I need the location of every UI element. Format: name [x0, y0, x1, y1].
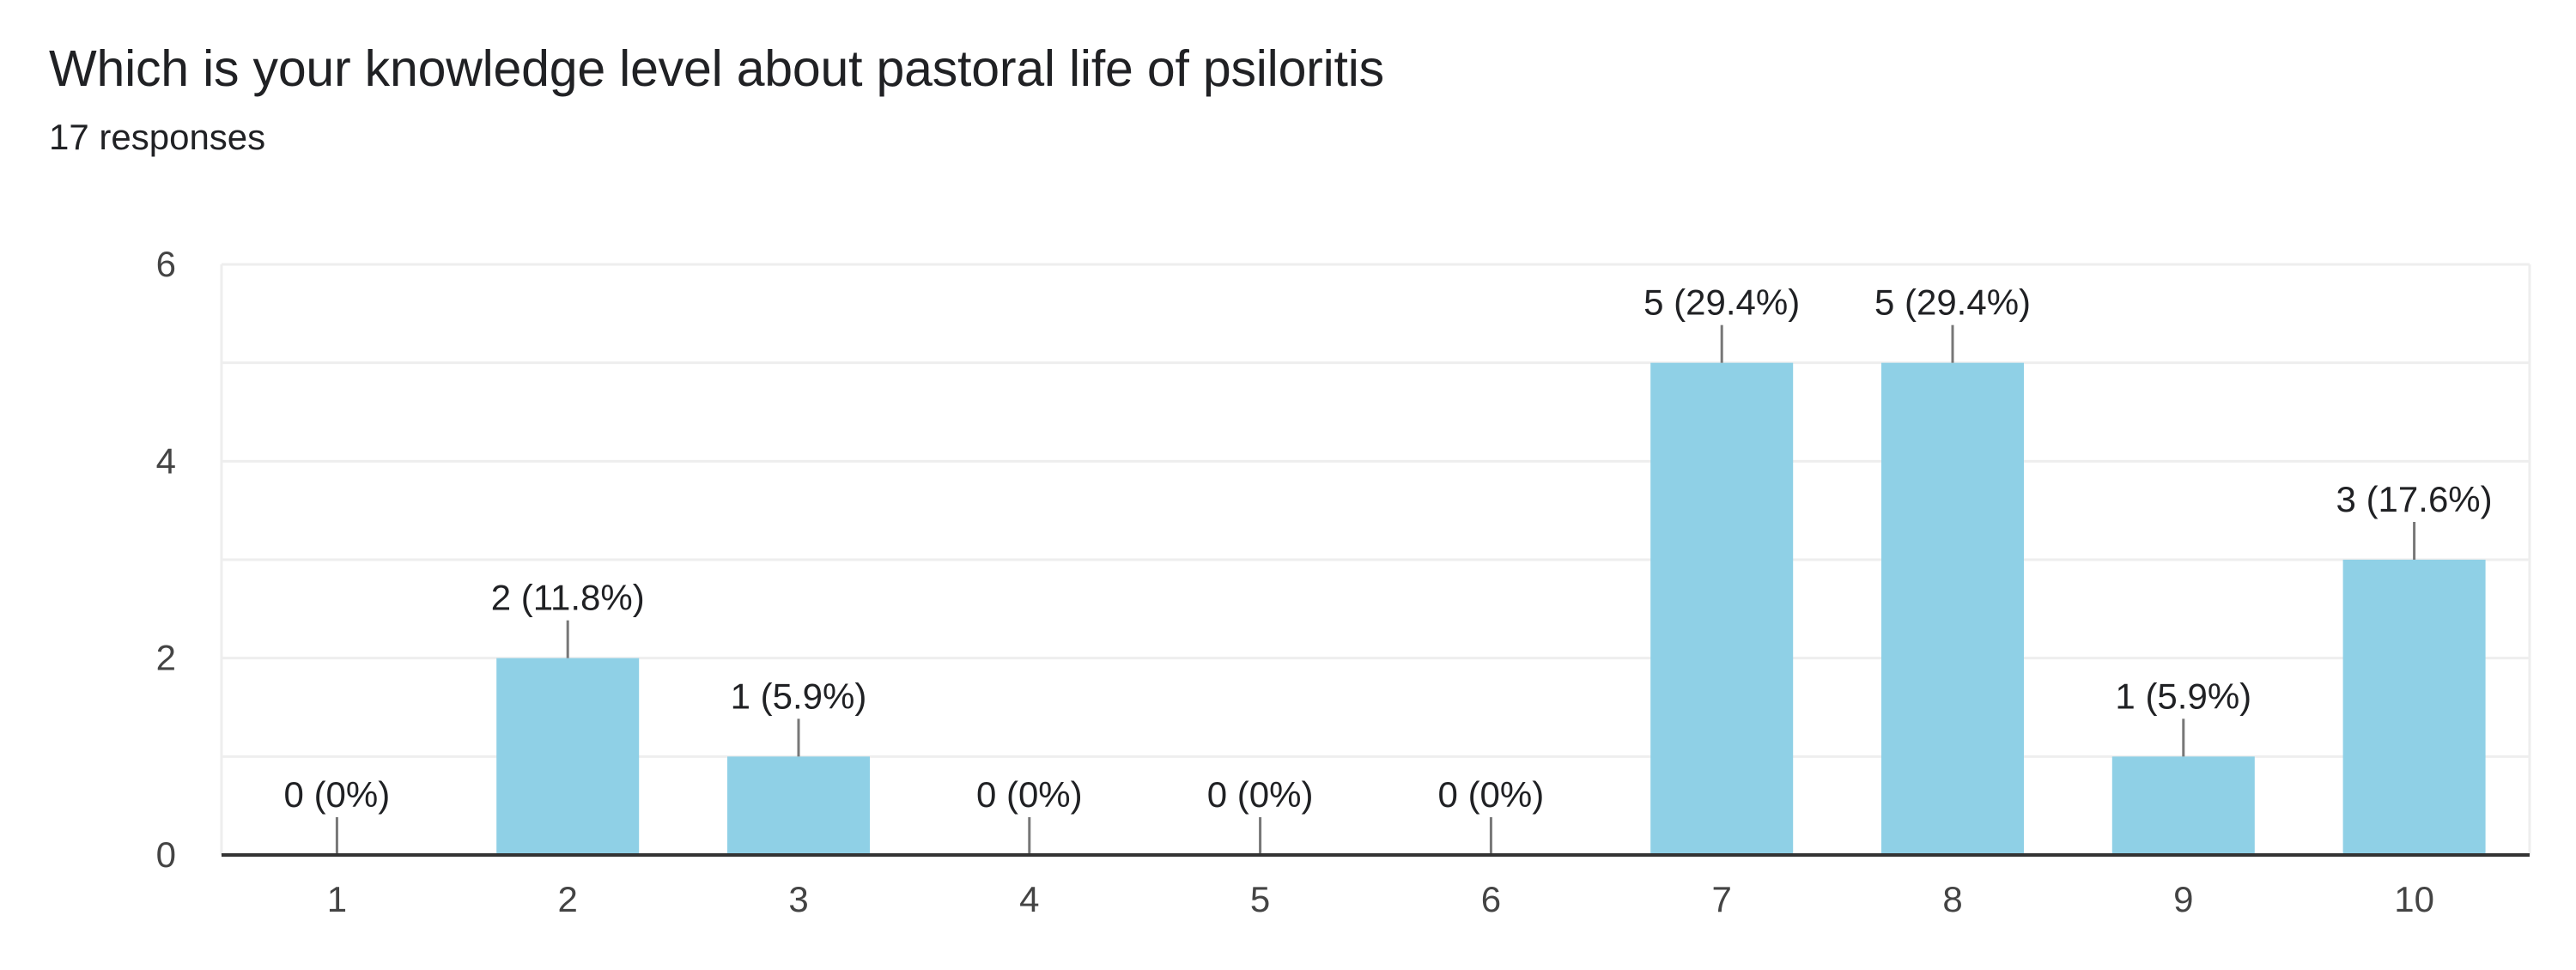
data-label: 0 (0%) — [1438, 774, 1545, 815]
x-tick-label: 4 — [1019, 879, 1039, 919]
data-label: 0 (0%) — [976, 774, 1083, 815]
x-tick-label: 8 — [1942, 879, 1962, 919]
x-tick-label: 7 — [1712, 879, 1732, 919]
y-tick-label: 2 — [156, 638, 176, 678]
x-tick-label: 1 — [327, 879, 347, 919]
bar — [1881, 362, 2024, 856]
bar — [2342, 560, 2486, 855]
data-label: 2 (11.8%) — [491, 578, 645, 618]
data-label: 1 (5.9%) — [2115, 676, 2251, 716]
data-label: 5 (29.4%) — [1643, 282, 1800, 323]
x-tick-label: 10 — [2394, 879, 2434, 919]
y-tick-label: 4 — [156, 440, 176, 481]
x-tick-label: 5 — [1250, 879, 1270, 919]
response-count: 17 responses — [49, 117, 266, 157]
y-tick-label: 0 — [156, 834, 176, 875]
bar — [727, 756, 870, 855]
bar — [2111, 756, 2255, 855]
data-label: 0 (0%) — [284, 774, 391, 815]
data-label: 1 (5.9%) — [731, 676, 867, 716]
x-tick-label: 3 — [788, 879, 808, 919]
x-tick-label: 9 — [2173, 879, 2193, 919]
x-tick-label: 2 — [558, 879, 578, 919]
data-label: 0 (0%) — [1207, 774, 1314, 815]
y-tick-label: 6 — [156, 244, 176, 284]
bar — [496, 658, 640, 855]
x-tick-label: 6 — [1481, 879, 1501, 919]
chart-title: Which is your knowledge level about past… — [49, 40, 1384, 97]
data-label: 5 (29.4%) — [1874, 282, 2031, 323]
data-label: 3 (17.6%) — [2336, 479, 2493, 519]
bar — [1650, 362, 1794, 856]
